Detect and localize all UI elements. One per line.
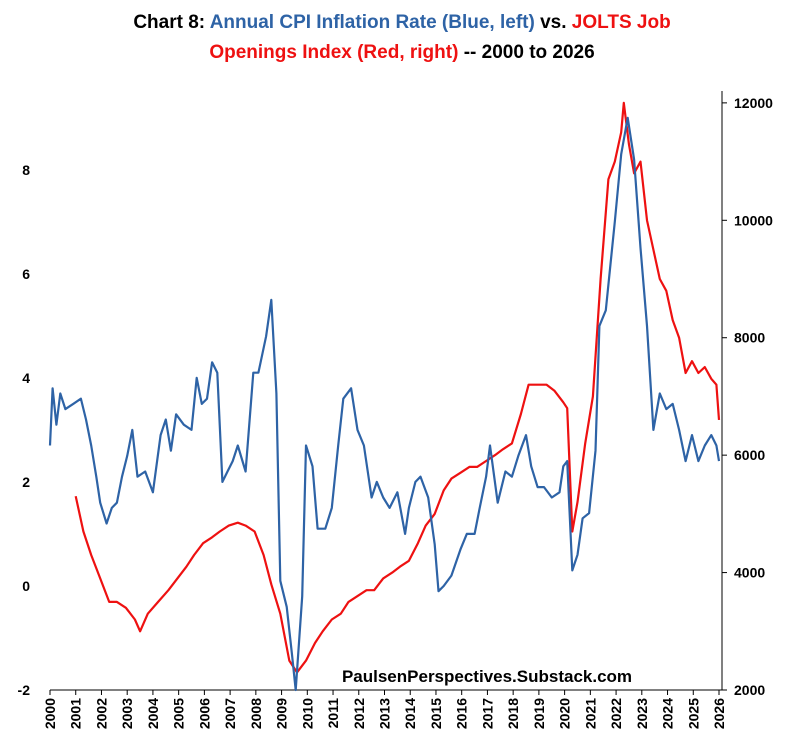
y2-tick-label: 4000 — [734, 565, 765, 581]
x-tick-label: 2006 — [196, 698, 212, 729]
x-tick-label: 2001 — [68, 698, 84, 729]
chart-title: Chart 8: Annual CPI Inflation Rate (Blue… — [133, 12, 670, 33]
title-part: JOLTS Job — [572, 12, 671, 33]
x-tick-label: 2020 — [557, 698, 573, 729]
x-tick-label: 2011 — [325, 698, 341, 729]
y-tick-label: 0 — [22, 578, 30, 594]
x-tick-label: 2003 — [119, 698, 135, 729]
x-tick-label: 2009 — [274, 698, 290, 729]
series-line — [48, 116, 721, 692]
x-tick-label: 2007 — [222, 698, 238, 729]
title-part: Openings Index (Red, right) — [209, 42, 458, 63]
x-tick-label: 2002 — [93, 698, 109, 729]
x-tick-label: 2024 — [660, 698, 676, 729]
x-tick-label: 2018 — [505, 698, 521, 729]
annotation: PaulsenPerspectives.Substack.com — [342, 667, 632, 686]
x-tick-label: 2021 — [582, 698, 598, 729]
title-part: -- 2000 to 2026 — [458, 42, 594, 63]
y-tick-label: 6 — [22, 266, 30, 282]
x-tick-label: 2008 — [248, 698, 264, 729]
x-tick-label: 2019 — [531, 698, 547, 729]
y2-tick-label: 10000 — [734, 212, 773, 228]
chart-title: Openings Index (Red, right) -- 2000 to 2… — [209, 42, 594, 63]
title-part: vs. — [535, 12, 572, 33]
x-tick-label: 2012 — [351, 698, 367, 729]
x-tick-label: 2023 — [634, 698, 650, 729]
x-tick-label: 2022 — [608, 698, 624, 729]
x-tick-label: 2016 — [454, 698, 470, 729]
x-tick-label: 2000 — [42, 698, 58, 729]
y-tick-label: 4 — [22, 370, 30, 386]
x-tick-label: 2026 — [711, 698, 727, 729]
x-tick-label: 2014 — [402, 698, 418, 729]
x-tick-label: 2013 — [377, 698, 393, 729]
y2-tick-label: 8000 — [734, 330, 765, 346]
series-line — [74, 101, 721, 674]
y2-tick-label: 12000 — [734, 95, 773, 111]
x-tick-label: 2005 — [171, 698, 187, 729]
x-tick-label: 2025 — [685, 698, 701, 729]
y-tick-label: 8 — [22, 162, 30, 178]
x-tick-label: 2017 — [479, 698, 495, 729]
x-tick-label: 2010 — [299, 698, 315, 729]
y2-tick-label: 6000 — [734, 447, 765, 463]
y-tick-label: 2 — [22, 474, 30, 490]
title-part: Annual CPI Inflation Rate (Blue, left) — [210, 12, 535, 33]
y2-tick-label: 2000 — [734, 682, 765, 698]
x-tick-label: 2004 — [145, 698, 161, 729]
y-tick-label: -2 — [18, 682, 31, 698]
title-part: Chart 8: — [133, 12, 209, 33]
x-tick-label: 2015 — [428, 698, 444, 729]
